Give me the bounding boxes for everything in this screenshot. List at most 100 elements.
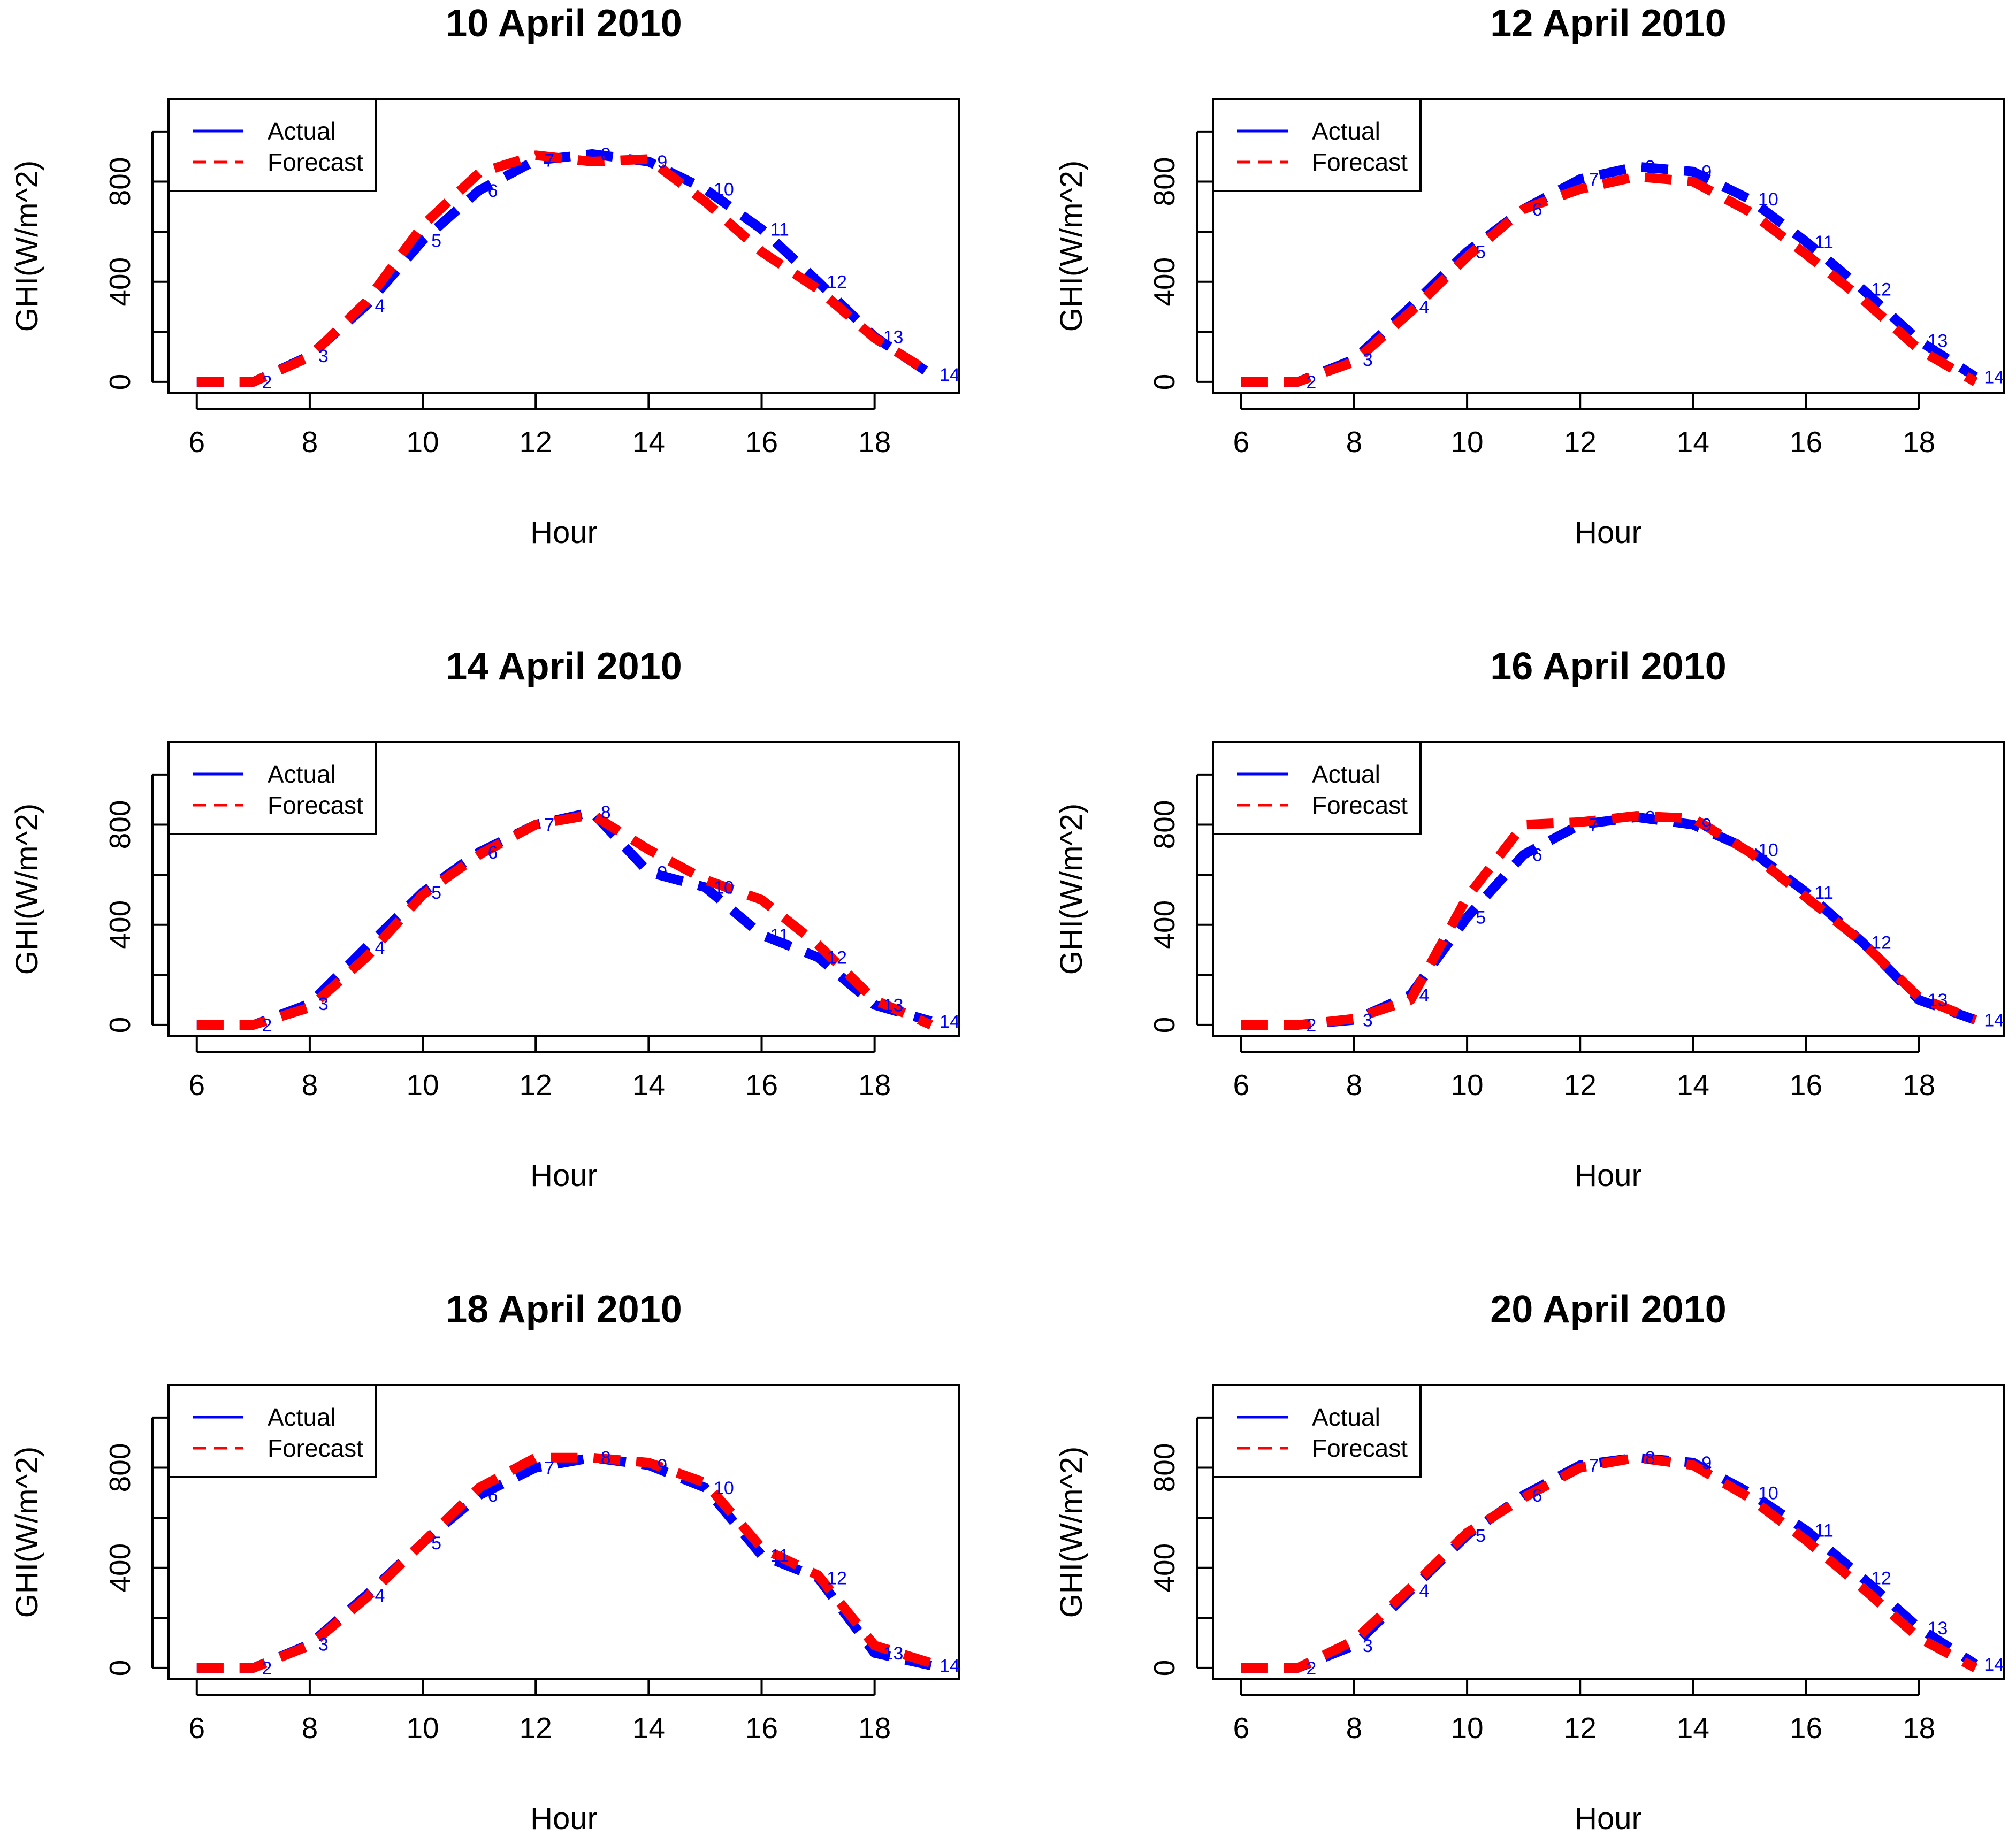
- point-label: 9: [1701, 815, 1712, 835]
- point-label: 4: [375, 938, 385, 958]
- legend-label-actual: Actual: [1312, 760, 1380, 788]
- y-tick-label: 0: [103, 1660, 136, 1677]
- point-label: 10: [1758, 840, 1778, 860]
- x-tick-label: 14: [632, 1711, 665, 1745]
- forecast-line: [196, 1452, 933, 1673]
- x-tick-label: 12: [520, 1711, 552, 1745]
- point-label: 8: [1645, 157, 1655, 177]
- point-label: 12: [1871, 1568, 1891, 1588]
- point-label: 4: [1419, 1581, 1430, 1601]
- x-tick-label: 14: [1677, 425, 1709, 458]
- chart-panel-1: 10 April 2010 6 8 10 12 14 16 18 0 400 800 Hour GHI(…: [10, 2, 960, 550]
- legend-box: [1212, 98, 1422, 192]
- y-tick-label: 800: [103, 1443, 136, 1493]
- point-label: 3: [1363, 350, 1373, 370]
- point-label: 10: [714, 180, 734, 200]
- point-label: 8: [1645, 1448, 1655, 1468]
- y-tick-label: 0: [1148, 1660, 1181, 1677]
- point-label: 11: [770, 925, 789, 945]
- point-label: 8: [601, 1448, 611, 1468]
- point-label: 7: [1589, 170, 1599, 190]
- x-tick-label: 12: [1564, 1711, 1597, 1745]
- point-label: 4: [1419, 297, 1430, 318]
- point-label: 14: [1984, 1011, 2004, 1031]
- point-label: 13: [883, 1643, 904, 1664]
- chart-title: 14 April 2010: [446, 645, 682, 688]
- x-axis-label: Hour: [1575, 1801, 1642, 1836]
- point-label: 14: [1984, 1655, 2004, 1675]
- x-tick-label: 18: [858, 1711, 891, 1745]
- y-axis-label: GHI(W/m^2): [1054, 160, 1089, 332]
- point-label: 10: [1758, 189, 1778, 210]
- point-label: 14: [940, 1012, 960, 1032]
- point-label: 11: [1815, 1520, 1834, 1541]
- y-tick-label: 400: [103, 257, 136, 307]
- point-label: 6: [488, 843, 498, 863]
- point-label: 7: [1589, 815, 1599, 835]
- x-tick-label: 6: [1233, 1068, 1249, 1101]
- legend-label-actual: Actual: [268, 117, 336, 145]
- forecast-line: [1241, 811, 1977, 1030]
- point-label: 8: [1645, 807, 1655, 828]
- legend-label-forecast: Forecast: [1312, 148, 1408, 176]
- x-tick-label: 12: [520, 1068, 552, 1101]
- x-tick-label: 10: [1450, 1711, 1483, 1745]
- point-label: 13: [1928, 331, 1948, 351]
- x-tick-label: 6: [188, 1068, 205, 1101]
- x-tick-label: 18: [1903, 1068, 1935, 1101]
- point-label: 11: [1815, 232, 1834, 253]
- point-label: 2: [1306, 1015, 1316, 1036]
- point-label: 9: [657, 152, 667, 172]
- x-tick-label: 16: [1790, 1068, 1822, 1101]
- x-tick-label: 12: [520, 425, 552, 458]
- x-tick-label: 8: [302, 1711, 318, 1745]
- plot-frame: [1212, 741, 2005, 1037]
- y-tick-label: 0: [1148, 1017, 1181, 1034]
- point-label: 2: [1306, 372, 1316, 393]
- y-tick-label: 0: [1148, 374, 1181, 391]
- point-label: 12: [827, 1568, 847, 1588]
- point-label: 2: [262, 372, 272, 393]
- y-tick-label: 0: [103, 374, 136, 391]
- point-label: 10: [714, 1478, 734, 1498]
- x-tick-label: 16: [745, 425, 778, 458]
- y-tick-label: 400: [1148, 900, 1181, 950]
- x-tick-label: 14: [1677, 1711, 1709, 1745]
- x-tick-label: 16: [1790, 1711, 1822, 1745]
- x-axis-label: Hour: [530, 1801, 598, 1836]
- x-tick-label: 6: [188, 1711, 205, 1745]
- x-axis-label: Hour: [530, 1158, 598, 1193]
- x-tick-label: 18: [1903, 1711, 1935, 1745]
- x-tick-label: 16: [1790, 425, 1822, 458]
- y-tick-label: 800: [1148, 157, 1181, 206]
- y-tick-label: 400: [1148, 257, 1181, 307]
- point-label: 2: [262, 1015, 272, 1036]
- point-label: 7: [544, 815, 554, 835]
- point-label: 5: [431, 1533, 441, 1554]
- y-tick-label: 400: [103, 900, 136, 950]
- x-tick-label: 16: [745, 1068, 778, 1101]
- actual-line: [196, 1452, 933, 1673]
- y-tick-label: 800: [103, 157, 136, 206]
- point-label: 13: [1928, 990, 1948, 1011]
- x-tick-label: 18: [858, 425, 891, 458]
- forecast-line: [1241, 172, 1978, 387]
- legend-label-forecast: Forecast: [1312, 791, 1408, 819]
- x-tick-label: 8: [302, 1068, 318, 1101]
- point-label: 12: [827, 272, 847, 293]
- legend-label-forecast: Forecast: [268, 791, 363, 819]
- x-tick-label: 6: [188, 425, 205, 458]
- point-label: 11: [770, 219, 789, 240]
- plot-frame: [167, 741, 960, 1037]
- point-label: 2: [1306, 1658, 1316, 1679]
- actual-line: [196, 807, 933, 1030]
- x-tick-label: 10: [406, 1711, 439, 1745]
- x-tick-label: 14: [1677, 1068, 1709, 1101]
- point-label: 2: [262, 1658, 272, 1679]
- point-label: 5: [431, 231, 441, 251]
- x-axis-label: Hour: [530, 515, 598, 550]
- point-label: 9: [657, 1456, 667, 1476]
- actual-line: [1241, 1452, 1979, 1673]
- point-label: 9: [1701, 162, 1712, 182]
- y-tick-label: 800: [1148, 1443, 1181, 1493]
